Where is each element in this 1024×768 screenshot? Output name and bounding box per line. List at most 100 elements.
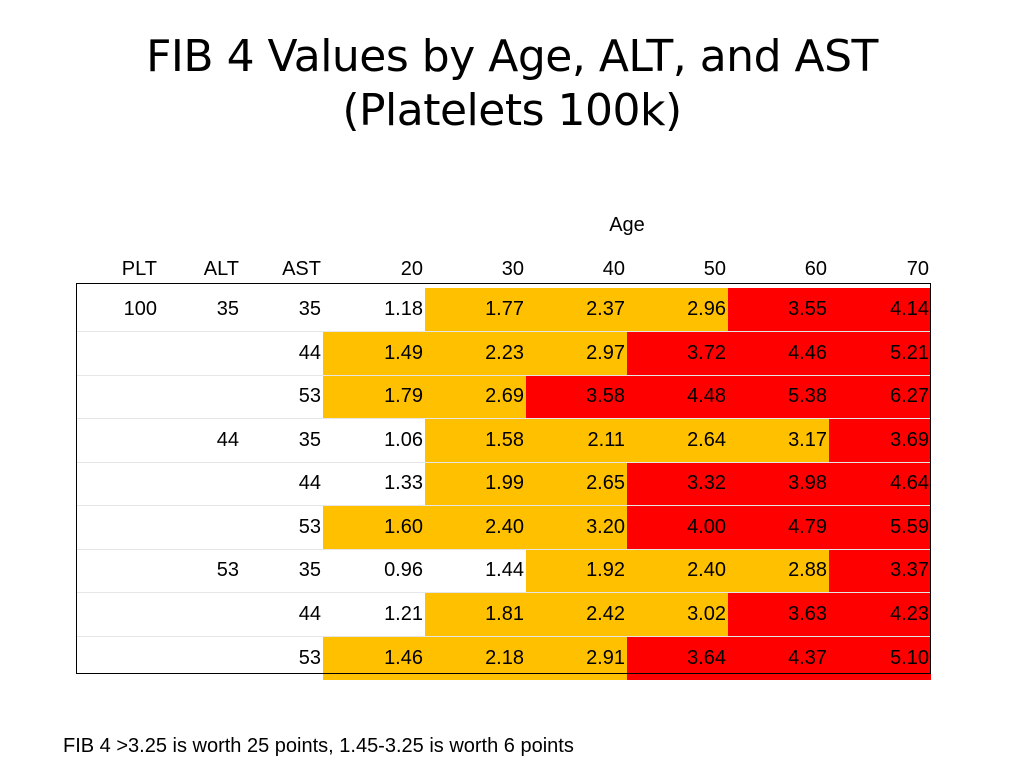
alt-cell (159, 636, 241, 680)
fib4-value-cell: 2.18 (425, 636, 526, 680)
fib4-value-cell: 5.59 (829, 505, 931, 550)
alt-cell: 44 (159, 418, 241, 463)
fib4-value-cell: 3.32 (627, 462, 728, 506)
ast-cell: 35 (241, 418, 323, 463)
table-row: 44 35 1.06 1.58 2.11 2.64 3.17 3.69 (76, 418, 931, 463)
fib4-table: PLT ALT AST 20 30 40 50 60 70 100 35 35 1.18 1.77 2.3… (76, 250, 931, 680)
fib4-value-cell: 4.79 (728, 505, 829, 550)
fib4-value-cell: 3.63 (728, 592, 829, 637)
alt-cell (159, 592, 241, 637)
fib4-value-cell: 1.18 (323, 288, 425, 332)
fib4-value-cell: 2.97 (526, 331, 627, 376)
fib4-value-cell: 4.64 (829, 462, 931, 506)
plt-cell: 100 (76, 288, 159, 332)
alt-cell: 35 (159, 288, 241, 332)
fib4-value-cell: 2.65 (526, 462, 627, 506)
table-row: 44 1.33 1.99 2.65 3.32 3.98 4.64 (76, 462, 931, 506)
fib4-value-cell: 1.79 (323, 375, 425, 419)
fib4-value-cell: 4.37 (728, 636, 829, 680)
fib4-value-cell: 0.96 (323, 549, 425, 593)
slide-title: FIB 4 Values by Age, ALT, and AST (Plate… (0, 30, 1024, 138)
column-header: PLT (121, 257, 157, 280)
table-row: 53 35 0.96 1.44 1.92 2.40 2.88 3.37 (76, 549, 931, 593)
fib4-value-cell: 1.46 (323, 636, 425, 680)
table-row: 53 1.79 2.69 3.58 4.48 5.38 6.27 (76, 375, 931, 419)
alt-cell (159, 505, 241, 550)
fib4-value-cell: 1.06 (323, 418, 425, 463)
ast-cell: 44 (241, 592, 323, 637)
fib4-value-cell: 1.81 (425, 592, 526, 637)
fib4-value-cell: 3.58 (526, 375, 627, 419)
fib4-value-cell: 1.49 (323, 331, 425, 376)
fib4-value-cell: 1.77 (425, 288, 526, 332)
plt-cell (76, 505, 159, 550)
plt-cell (76, 375, 159, 419)
fib4-value-cell: 4.00 (627, 505, 728, 550)
fib4-value-cell: 2.37 (526, 288, 627, 332)
fib4-value-cell: 3.37 (829, 549, 931, 593)
ast-cell: 53 (241, 505, 323, 550)
fib4-value-cell: 2.96 (627, 288, 728, 332)
fib4-value-cell: 1.21 (323, 592, 425, 637)
plt-cell (76, 331, 159, 376)
plt-cell (76, 636, 159, 680)
fib4-value-cell: 2.69 (425, 375, 526, 419)
table-header-row: PLT ALT AST 20 30 40 50 60 70 (76, 250, 931, 288)
table-body: 100 35 35 1.18 1.77 2.37 2.96 3.55 4.14 44 1.49 2.2… (76, 288, 931, 680)
fib4-value-cell: 2.64 (627, 418, 728, 463)
age-header-label: Age (609, 214, 645, 236)
fib4-value-cell: 3.20 (526, 505, 627, 550)
table-row: 44 1.21 1.81 2.42 3.02 3.63 4.23 (76, 592, 931, 637)
ast-cell: 53 (298, 646, 321, 669)
fib4-value-cell: 3.55 (728, 288, 829, 332)
alt-cell (159, 375, 241, 419)
fib4-value-cell: 2.42 (526, 592, 627, 637)
fib4-value-cell: 2.40 (425, 505, 526, 550)
fib4-value-cell: 4.48 (627, 375, 728, 419)
alt-cell (159, 462, 241, 506)
column-header: 30 (501, 257, 524, 280)
column-header: ALT (203, 257, 239, 280)
fib4-value-cell: 1.92 (526, 549, 627, 593)
ast-cell: 44 (241, 462, 323, 506)
alt-cell: 53 (159, 549, 241, 593)
plt-cell (76, 418, 159, 463)
column-header: 60 (804, 257, 827, 280)
table-row: 53 1.46 2.18 2.91 3.64 4.37 5.10 (76, 636, 931, 680)
alt-cell (159, 331, 241, 376)
fib4-value-cell: 4.14 (829, 288, 931, 332)
fib4-value-cell: 3.02 (627, 592, 728, 637)
table-row: 100 35 35 1.18 1.77 2.37 2.96 3.55 4.14 (76, 288, 931, 332)
ast-cell: 35 (241, 549, 323, 593)
fib4-value-cell: 2.88 (728, 549, 829, 593)
fib4-value-cell: 4.23 (829, 592, 931, 637)
fib4-value-cell: 1.99 (425, 462, 526, 506)
fib4-value-cell: 1.44 (425, 549, 526, 593)
fib4-value-cell: 2.40 (627, 549, 728, 593)
table-row: 53 1.60 2.40 3.20 4.00 4.79 5.59 (76, 505, 931, 550)
fib4-value-cell: 5.10 (829, 636, 931, 680)
footnote: FIB 4 >3.25 is worth 25 points, 1.45-3.2… (63, 735, 574, 757)
plt-cell (76, 549, 159, 593)
ast-cell: 35 (241, 288, 323, 332)
fib4-value-cell: 3.69 (829, 418, 931, 463)
fib4-value-cell: 2.91 (526, 636, 627, 680)
column-header: AST (282, 257, 321, 280)
column-header: 50 (703, 257, 726, 280)
fib4-value-cell: 5.38 (728, 375, 829, 419)
fib4-value-cell: 4.46 (728, 331, 829, 376)
fib4-value-cell: 3.98 (728, 462, 829, 506)
fib4-value-cell: 2.23 (425, 331, 526, 376)
table-row: 44 1.49 2.23 2.97 3.72 4.46 5.21 (76, 331, 931, 376)
fib4-value-cell: 5.21 (829, 331, 931, 376)
column-header: 20 (400, 257, 423, 280)
title-line-1: FIB 4 Values by Age, ALT, and AST (146, 31, 878, 82)
fib4-value-cell: 3.64 (627, 636, 728, 680)
title-line-2: (Platelets 100k) (342, 85, 682, 136)
fib4-value-cell: 1.33 (323, 462, 425, 506)
plt-cell (76, 462, 159, 506)
column-header: 70 (906, 257, 929, 280)
plt-cell (76, 592, 159, 637)
fib4-value-cell: 6.27 (829, 375, 931, 419)
fib4-value-cell: 3.17 (728, 418, 829, 463)
